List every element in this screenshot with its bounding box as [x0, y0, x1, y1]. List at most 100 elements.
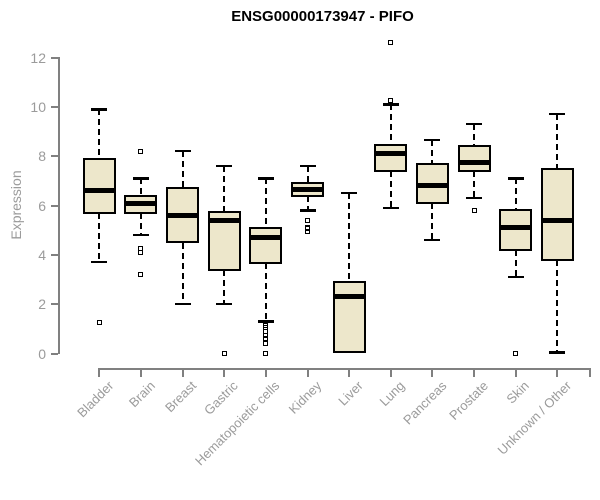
median-pancreas	[415, 183, 449, 189]
x-axis-tick	[431, 370, 434, 377]
median-prostate	[457, 159, 491, 165]
x-axis-tick	[264, 370, 267, 377]
x-tick-label-prostate: Prostate	[445, 378, 491, 423]
outlier-skin	[513, 351, 519, 356]
x-tick-label-lung: Lung	[376, 378, 408, 410]
lower-cap-bladder	[91, 260, 108, 264]
median-lung	[374, 151, 408, 157]
y-tick-label: 8	[38, 148, 46, 165]
box-lung	[374, 144, 408, 172]
upper-whisker-bladder	[98, 109, 101, 159]
lower-whisker-gastric	[223, 269, 226, 305]
y-axis-tick	[51, 155, 58, 158]
lower-whisker-skin	[514, 249, 517, 278]
lower-cap-prostate	[466, 196, 483, 200]
upper-whisker-skin	[514, 178, 517, 211]
median-brain	[124, 200, 158, 206]
x-axis-tick	[556, 370, 559, 377]
x-axis-tick	[306, 370, 309, 377]
y-axis-tick	[51, 303, 58, 306]
lower-whisker-brain	[139, 212, 142, 236]
median-kidney	[291, 186, 324, 192]
outlier-prostate	[471, 207, 477, 213]
outlier-lung	[388, 40, 394, 46]
upper-cap-hematopoietic-cells	[257, 177, 274, 180]
lower-cap-pancreas	[424, 238, 441, 242]
median-liver	[332, 294, 366, 300]
x-axis-tick	[514, 370, 517, 377]
median-breast	[166, 212, 200, 218]
x-tick-label-breast: Breast	[162, 378, 200, 416]
x-tick-label-brain: Brain	[125, 378, 158, 411]
lower-whisker-prostate	[473, 170, 476, 199]
median-gastric	[207, 217, 241, 223]
x-tick-label-unknown-other: Unknown / Other	[494, 378, 574, 458]
upper-cap-skin	[507, 177, 524, 180]
upper-cap-bladder	[91, 108, 108, 111]
y-axis-line	[58, 56, 60, 355]
median-hematopoietic-cells	[249, 235, 283, 241]
lower-whisker-kidney	[306, 195, 309, 211]
x-tick-label-kidney: Kidney	[285, 378, 325, 417]
outlier-hematopoietic-cells	[263, 351, 269, 356]
y-tick-label: 12	[30, 49, 46, 66]
upper-cap-lung	[382, 103, 399, 106]
lower-cap-lung	[382, 206, 399, 210]
chart-title: ENSG00000173947 - PIFO	[231, 8, 414, 25]
y-axis-tick	[51, 105, 58, 108]
x-axis-tick	[98, 370, 101, 377]
box-hematopoietic-cells	[249, 226, 283, 265]
y-tick-label: 0	[38, 345, 46, 362]
upper-whisker-brain	[139, 178, 142, 196]
x-tick-label-liver: Liver	[335, 378, 366, 409]
upper-whisker-lung	[389, 104, 392, 146]
upper-cap-breast	[174, 149, 191, 153]
y-tick-label: 2	[38, 296, 46, 313]
x-axis-tick	[389, 370, 392, 377]
lower-whisker-pancreas	[431, 203, 434, 241]
upper-whisker-kidney	[306, 166, 309, 184]
y-axis-tick	[51, 352, 58, 355]
upper-whisker-prostate	[473, 124, 476, 147]
median-skin	[499, 225, 533, 231]
lower-cap-hematopoietic-cells	[257, 320, 274, 323]
y-axis-tick	[51, 56, 58, 59]
upper-cap-prostate	[466, 122, 483, 126]
y-axis-tick	[51, 204, 58, 207]
x-axis-line	[98, 368, 591, 370]
x-axis-tick	[223, 370, 226, 377]
upper-whisker-breast	[181, 151, 184, 189]
box-prostate	[457, 145, 491, 172]
y-tick-label: 10	[30, 98, 46, 115]
lower-whisker-unknown-other	[556, 259, 559, 353]
upper-whisker-gastric	[223, 166, 226, 212]
outlier-brain	[138, 249, 144, 255]
outlier-hematopoietic-cells	[263, 341, 269, 347]
x-axis-tick	[181, 370, 184, 377]
lower-cap-unknown-other	[549, 351, 566, 354]
x-axis-tick	[139, 370, 142, 377]
lower-whisker-lung	[389, 170, 392, 208]
outlier-brain	[138, 148, 144, 154]
upper-whisker-liver	[348, 193, 351, 282]
upper-cap-pancreas	[424, 138, 441, 142]
y-tick-label: 6	[38, 197, 46, 214]
lower-whisker-hematopoietic-cells	[264, 263, 267, 322]
x-axis-tick	[473, 370, 476, 377]
lower-cap-skin	[507, 275, 524, 279]
lower-whisker-breast	[181, 242, 184, 305]
outlier-bladder	[96, 320, 102, 326]
upper-cap-kidney	[299, 164, 316, 168]
outlier-lung	[388, 98, 394, 104]
outlier-hematopoietic-cells	[263, 336, 269, 342]
lower-cap-breast	[174, 302, 191, 306]
upper-cap-brain	[132, 177, 149, 180]
upper-cap-gastric	[216, 164, 233, 168]
outlier-gastric	[221, 351, 227, 356]
lower-cap-gastric	[216, 302, 233, 306]
outlier-kidney	[305, 228, 310, 234]
lower-whisker-bladder	[98, 212, 101, 263]
y-axis-tick	[51, 253, 58, 256]
upper-whisker-unknown-other	[556, 114, 559, 169]
